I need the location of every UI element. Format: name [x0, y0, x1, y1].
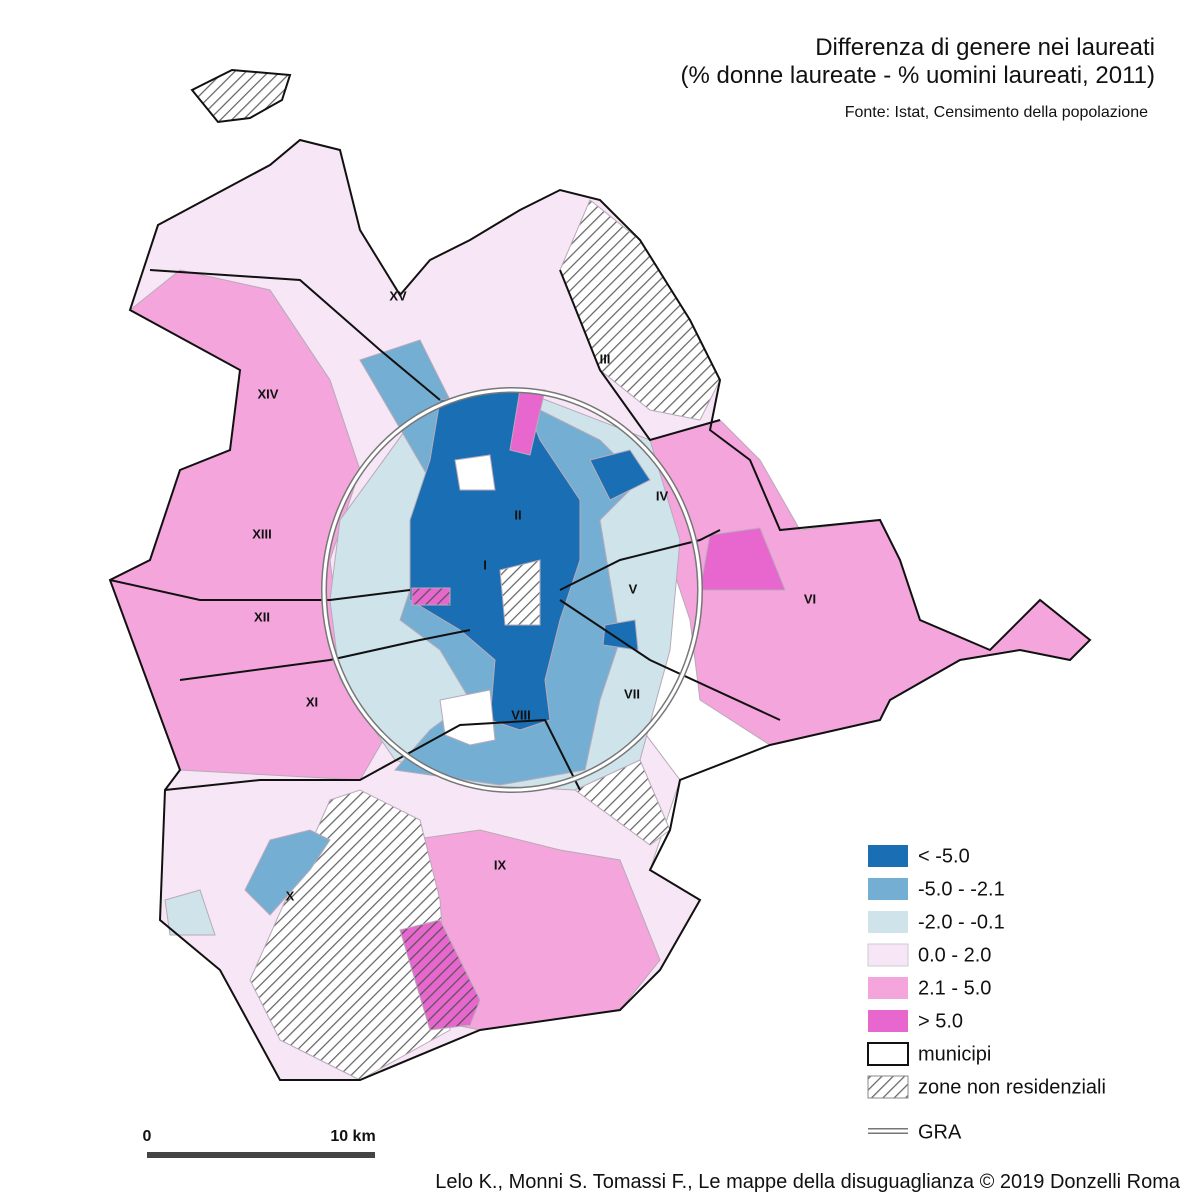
legend-label: 0.0 - 2.0	[918, 944, 991, 966]
municipio-label: V	[629, 581, 638, 596]
municipio-label: IV	[656, 488, 669, 503]
legend-label: municipi	[918, 1043, 991, 1065]
legend-label: < -5.0	[918, 845, 970, 867]
municipio-label: II	[514, 507, 521, 522]
municipio-label: XI	[306, 694, 318, 709]
zone-centre-e	[602, 619, 639, 651]
scale-label: 10 km	[330, 1128, 375, 1145]
municipio-border	[179, 629, 471, 681]
municipio-label: IX	[494, 857, 507, 872]
scale-bar: 0 10 km	[143, 1128, 376, 1158]
nonres-south	[399, 919, 481, 1031]
municipio-border	[149, 269, 441, 401]
exclave	[190, 68, 292, 124]
municipio-label: X	[286, 888, 295, 903]
legend-label: > 5.0	[918, 1010, 963, 1032]
municipio-border	[559, 269, 721, 442]
municipio-label: XII	[254, 609, 270, 624]
legend-swatch	[867, 943, 909, 967]
nonres-southwest	[249, 789, 451, 1081]
map	[108, 68, 1092, 1081]
credit: Lelo K., Monni S. Tomassi F., Le mappe d…	[435, 1171, 1181, 1193]
gra-inner	[322, 388, 702, 792]
legend-swatch	[868, 878, 908, 900]
legend-swatch	[868, 845, 908, 867]
zone-centre	[409, 389, 581, 731]
legend-swatch	[868, 1010, 908, 1032]
nonres-centre	[499, 559, 541, 626]
legend-label: -2.0 - -0.1	[918, 911, 1005, 933]
municipio-border	[559, 529, 721, 591]
park	[454, 454, 496, 491]
scale-line	[147, 1152, 375, 1158]
legend-swatch	[868, 977, 908, 999]
legend-label: -5.0 - -2.1	[918, 878, 1005, 900]
municipio-label: XIV	[258, 386, 279, 401]
municipi-labels: XV III XIV IV II XIII I V VI XII VII XI …	[252, 288, 816, 903]
zone-east-high	[699, 527, 786, 591]
municipio-label: VII	[624, 686, 640, 701]
legend: < -5.0 -5.0 - -2.1 -2.0 - -0.1 0.0 - 2.0…	[867, 845, 1106, 1143]
zone-x	[244, 829, 331, 916]
municipio-label: VI	[804, 591, 816, 606]
legend-swatch	[867, 1075, 909, 1099]
zone-x-coast	[164, 889, 216, 936]
nonres-centre-w	[411, 587, 451, 606]
municipio-label: I	[483, 557, 487, 572]
scale-label: 0	[143, 1128, 152, 1145]
municipio-label: III	[600, 351, 611, 366]
legend-label: 2.1 - 5.0	[918, 977, 991, 999]
park	[439, 689, 496, 746]
municipio-label: XV	[389, 288, 407, 303]
zone-centre-ne	[589, 449, 651, 501]
title-line: Differenza di genere nei laureati	[815, 34, 1155, 61]
source: Fonte: Istat, Censimento della popolazio…	[845, 104, 1148, 121]
municipio-border	[109, 579, 411, 601]
municipio-border	[559, 599, 781, 721]
municipio-label: XIII	[252, 526, 272, 541]
legend-label: GRA	[918, 1121, 962, 1143]
municipio-border	[164, 718, 581, 791]
legend-label: zone non residenziali	[918, 1076, 1106, 1098]
title-line: (% donne laureate - % uomini laureati, 2…	[681, 62, 1156, 89]
legend-swatch	[867, 1042, 909, 1066]
municipio-label: VIII	[511, 707, 531, 722]
legend-swatch	[868, 911, 908, 933]
